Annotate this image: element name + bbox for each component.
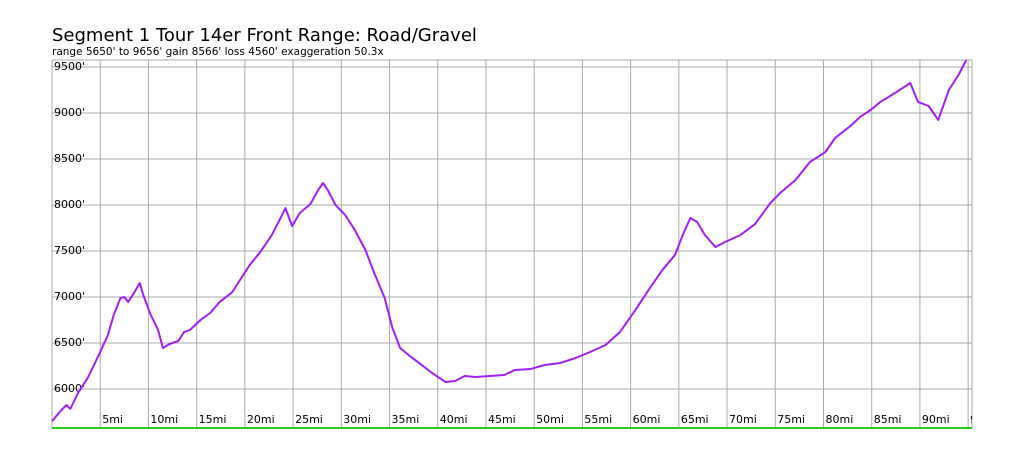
x-tick-label: 25mi [295,413,323,426]
x-tick-label: 55mi [584,413,612,426]
elevation-line [52,60,968,422]
y-tick-label: 8500' [54,152,85,165]
x-tick-label: 35mi [392,413,420,426]
y-tick-label: 6000' [54,382,85,395]
x-tick-label: 5mi [102,413,123,426]
grid [51,59,973,429]
y-tick-label: 7000' [54,290,85,303]
x-tick-label: 75mi [777,413,805,426]
x-tick-label: 30mi [343,413,371,426]
x-tick-label: 65mi [681,413,709,426]
x-tick-label: 95mi [970,413,998,426]
x-tick-label: 50mi [536,413,564,426]
y-tick-label: 7500' [54,244,85,257]
x-tick-label: 45mi [488,413,516,426]
x-tick-label: 70mi [729,413,757,426]
x-tick-label: 40mi [440,413,468,426]
x-tick-label: 85mi [874,413,902,426]
x-tick-label: 10mi [150,413,178,426]
chart-title: Segment 1 Tour 14er Front Range: Road/Gr… [52,25,477,46]
y-tick-label: 9000' [54,106,85,119]
plot-area: 6000' 6500' 7000' 7500' 8000' 8500' 9000' 9500'… [52,60,998,426]
x-tick-label: 15mi [199,413,227,426]
x-tick-label: 90mi [922,413,950,426]
x-tick-label: 20mi [247,413,275,426]
y-tick-label: 8000' [54,198,85,211]
plot-frame [51,59,973,429]
x-tick-label: 60mi [633,413,661,426]
x-tick-label: 80mi [825,413,853,426]
chart-subtitle: range 5650' to 9656' gain 8566' loss 456… [52,46,384,58]
y-tick-label: 9500' [54,60,85,73]
y-tick-label: 6500' [54,336,85,349]
